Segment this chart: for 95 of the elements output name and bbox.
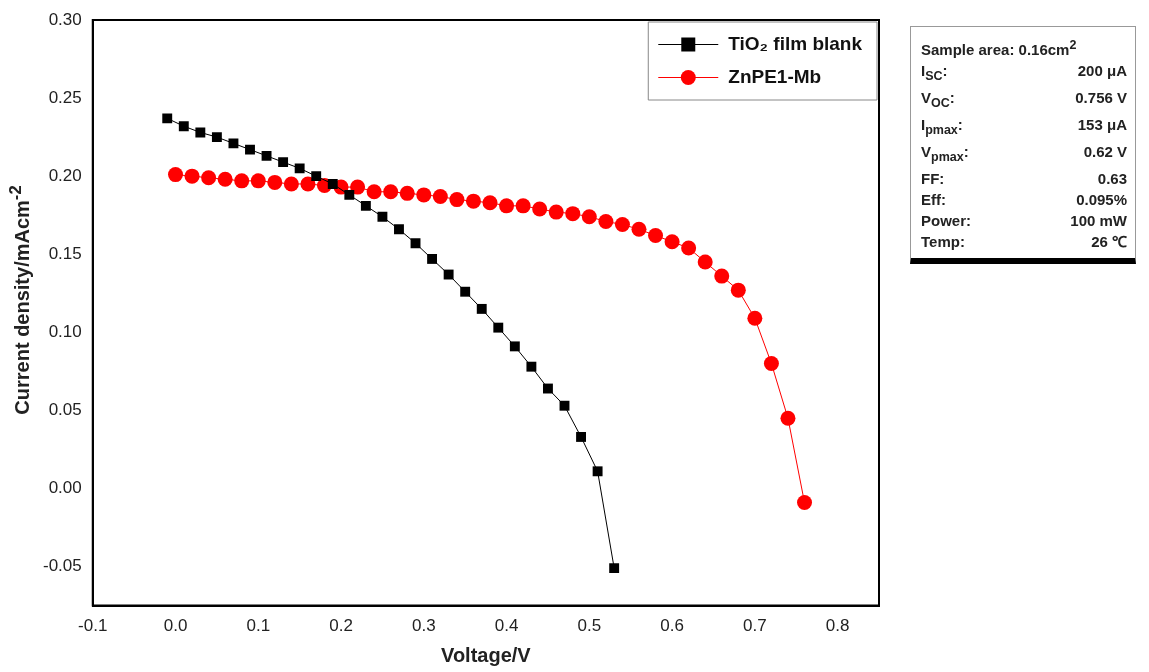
point [648, 228, 664, 243]
x-tick-label: -0.1 [78, 616, 108, 636]
x-axis-title: Voltage/V [441, 643, 532, 666]
text: Temp: 26 ℃ [921, 233, 1127, 250]
point [581, 209, 597, 225]
point [427, 253, 438, 264]
point [416, 187, 432, 203]
point [178, 121, 189, 132]
point [294, 163, 305, 174]
text: Eff: 0.095% [921, 191, 1127, 208]
point [476, 303, 487, 314]
text: Power: 100 mW [921, 212, 1127, 229]
x-tick-label: 0.3 [411, 616, 436, 636]
point [614, 217, 630, 233]
point [681, 240, 697, 256]
point [300, 176, 316, 192]
point [465, 193, 481, 209]
text: V$_{OC}$: 0.756 V [921, 89, 1127, 110]
point [526, 361, 537, 372]
point [543, 383, 553, 394]
point [184, 168, 200, 184]
point [697, 254, 713, 270]
point [162, 113, 173, 124]
point [449, 192, 465, 208]
x-tick-label: 0.6 [660, 616, 684, 636]
point [211, 132, 222, 143]
point [350, 179, 366, 195]
point [559, 400, 570, 411]
point [598, 213, 614, 229]
point [377, 211, 388, 222]
point [797, 495, 813, 511]
x-tick-label: 0.4 [494, 616, 519, 636]
point [482, 195, 498, 211]
point [168, 167, 184, 183]
x-tick-label: 0.5 [577, 616, 602, 636]
point [592, 466, 603, 477]
y-tick-label: 0.20 [48, 165, 82, 185]
point [460, 286, 471, 297]
point [366, 184, 382, 200]
point [201, 170, 217, 186]
point [631, 221, 647, 237]
point [344, 189, 355, 200]
point [730, 282, 746, 298]
x-tick-label: 0.0 [163, 616, 188, 636]
point [399, 185, 415, 201]
y-tick-label: 0.00 [48, 478, 82, 498]
point [360, 200, 371, 211]
y-tick-label: 0.10 [48, 322, 82, 342]
y-tick-label: -0.05 [43, 556, 82, 576]
point [763, 356, 779, 372]
point [532, 201, 548, 217]
point [576, 432, 586, 442]
x-tick-label: 0.8 [825, 616, 850, 636]
point [509, 341, 520, 352]
x-tick-label: 0.2 [329, 616, 353, 636]
point [383, 184, 399, 200]
point [283, 176, 299, 192]
y-tick-label: 0.25 [48, 87, 82, 107]
text: I$_{pmax}$: 153 μA [921, 116, 1127, 137]
point [747, 310, 763, 326]
text: I$_{SC}$: 200 μA [921, 62, 1127, 83]
point [195, 127, 206, 138]
point [664, 234, 680, 250]
point [548, 204, 564, 220]
x-tick-label: 0.7 [743, 616, 767, 636]
legend-label: TiO₂ film blank [728, 32, 863, 54]
point [443, 269, 454, 280]
point [261, 150, 272, 161]
point [234, 173, 250, 189]
point [267, 174, 283, 190]
point [432, 188, 448, 204]
text: V$_{pmax}$: 0.62 V [921, 143, 1127, 164]
point [278, 157, 289, 168]
legend-label: ZnPE1-Mb [728, 65, 822, 87]
point [250, 173, 266, 189]
x-tick-label: 0.1 [246, 616, 271, 636]
point [515, 198, 531, 214]
point [410, 238, 421, 249]
point [217, 171, 233, 187]
point [311, 171, 322, 182]
point [714, 268, 730, 284]
point [327, 179, 338, 189]
text: Sample area: 0.16cm$^{2}$ [921, 37, 1078, 60]
y-tick-label: 0.30 [48, 9, 82, 29]
y-tick-label: 0.15 [48, 243, 82, 263]
point [493, 322, 504, 333]
point [394, 224, 404, 235]
text: FF: 0.63 [921, 170, 1127, 187]
y-tick-label: 0.05 [48, 400, 82, 420]
point [245, 144, 255, 155]
point [565, 206, 581, 222]
point [609, 563, 620, 574]
point [780, 410, 796, 426]
point [499, 198, 515, 214]
point [228, 138, 239, 149]
